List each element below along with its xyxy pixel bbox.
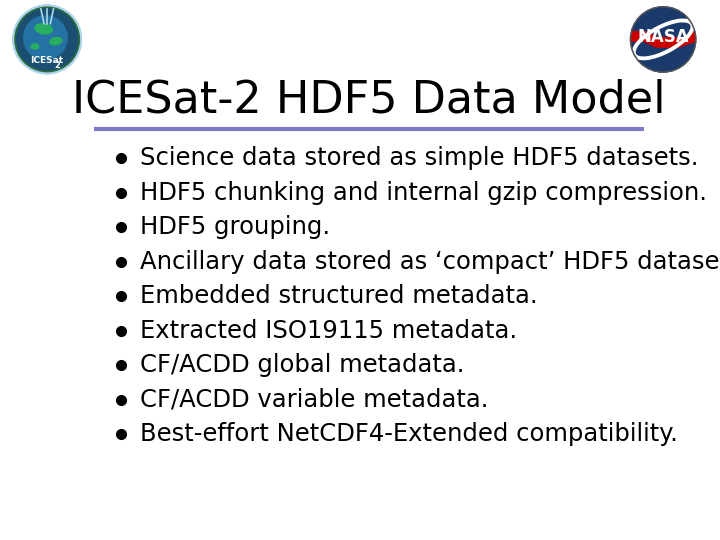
Text: NASA: NASA — [637, 28, 689, 46]
Ellipse shape — [50, 38, 62, 45]
Text: ICESat-2 HDF5 Data Model: ICESat-2 HDF5 Data Model — [72, 79, 666, 122]
Text: ICESat: ICESat — [30, 56, 64, 65]
Text: Extracted ISO19115 metadata.: Extracted ISO19115 metadata. — [140, 319, 518, 343]
Text: CF/ACDD global metadata.: CF/ACDD global metadata. — [140, 353, 464, 377]
Text: Ancillary data stored as ‘compact’ HDF5 datasets.: Ancillary data stored as ‘compact’ HDF5 … — [140, 250, 720, 274]
Text: HDF5 chunking and internal gzip compression.: HDF5 chunking and internal gzip compress… — [140, 181, 707, 205]
Polygon shape — [631, 32, 696, 47]
Circle shape — [13, 5, 81, 73]
Text: Embedded structured metadata.: Embedded structured metadata. — [140, 285, 538, 308]
Text: CF/ACDD variable metadata.: CF/ACDD variable metadata. — [140, 388, 489, 412]
Circle shape — [631, 7, 696, 72]
Text: HDF5 grouping.: HDF5 grouping. — [140, 215, 330, 239]
Circle shape — [24, 16, 67, 59]
Text: 2: 2 — [54, 61, 60, 70]
Text: Best-effort NetCDF4-Extended compatibility.: Best-effort NetCDF4-Extended compatibili… — [140, 422, 678, 447]
Ellipse shape — [35, 24, 53, 34]
Circle shape — [17, 9, 78, 70]
Ellipse shape — [31, 44, 39, 49]
Circle shape — [631, 7, 696, 72]
Text: Science data stored as simple HDF5 datasets.: Science data stored as simple HDF5 datas… — [140, 146, 698, 170]
Polygon shape — [631, 32, 696, 47]
Circle shape — [626, 3, 700, 76]
